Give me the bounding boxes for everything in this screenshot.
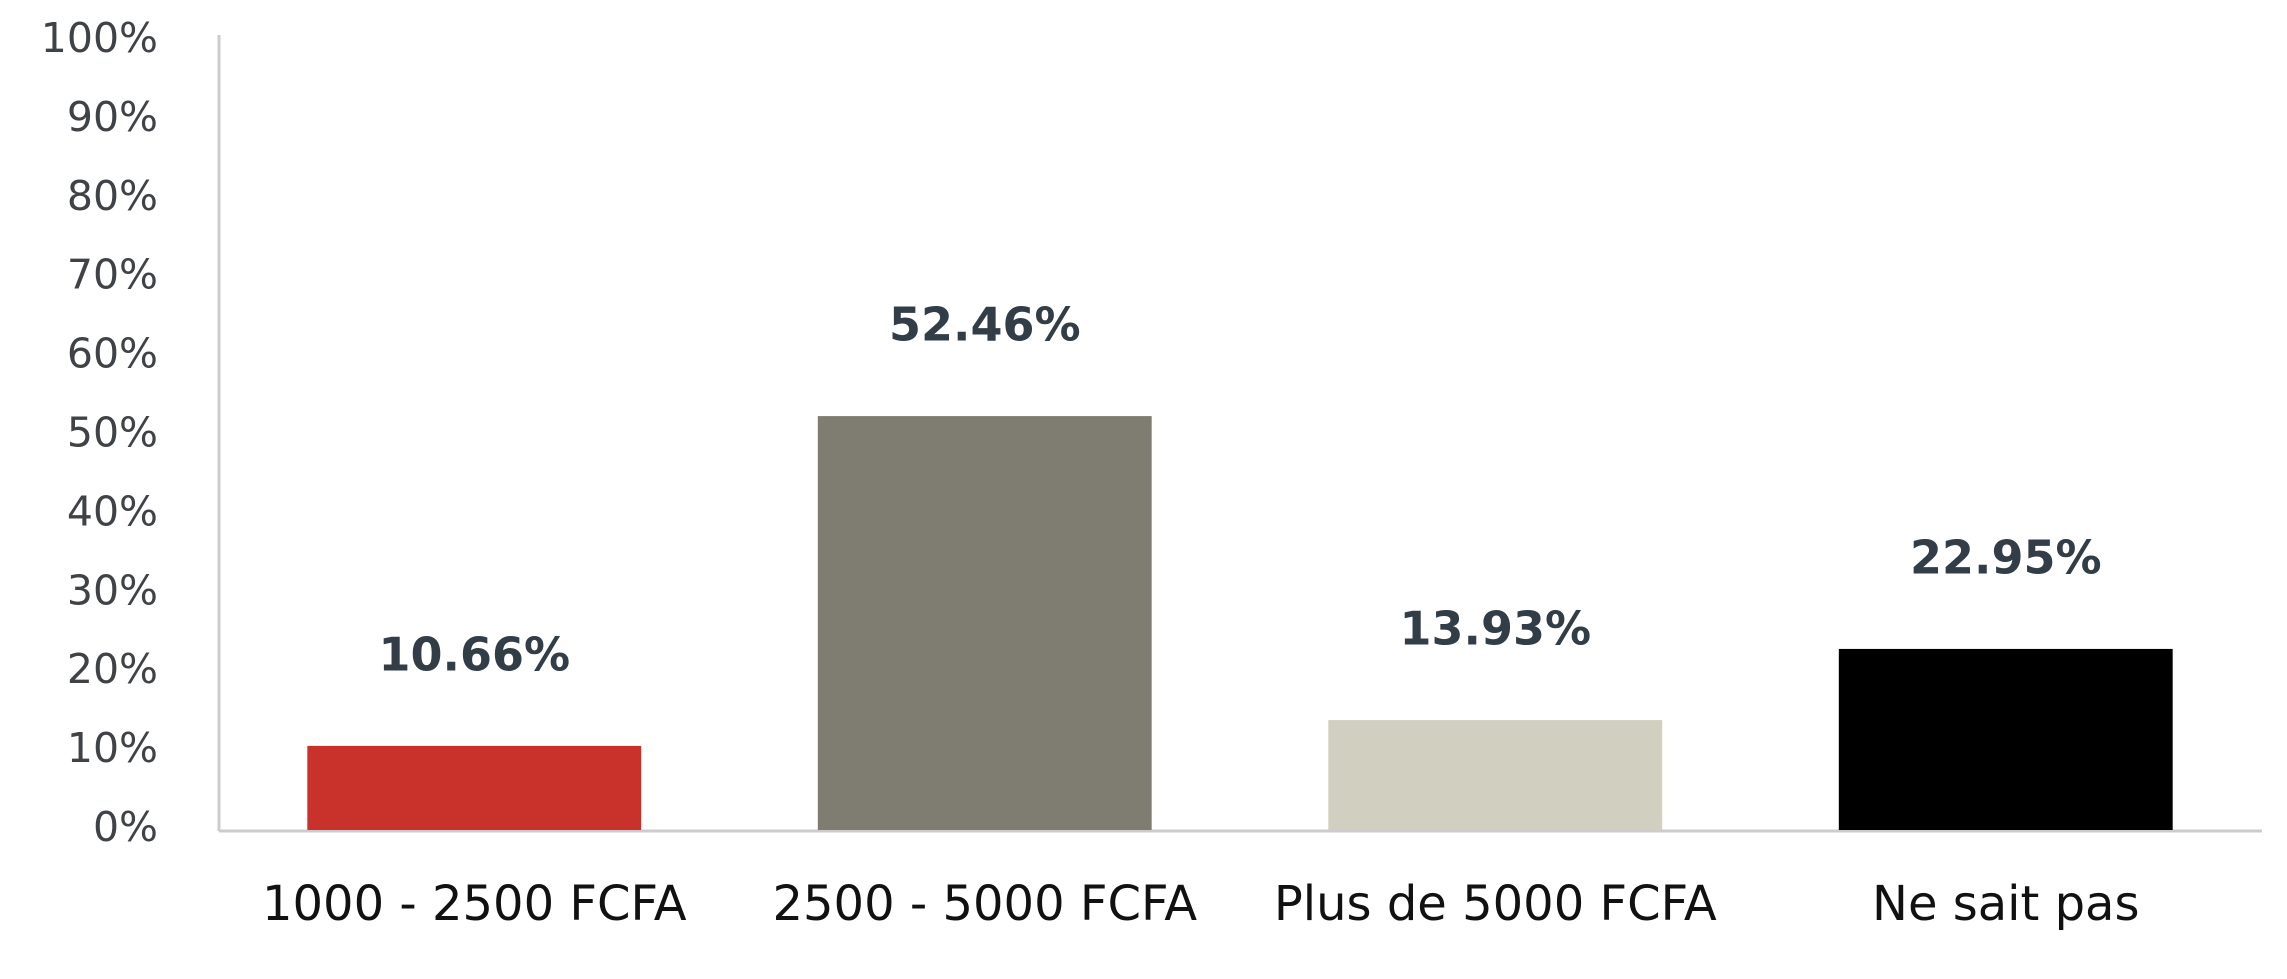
value-label: 22.95% <box>1910 530 2102 584</box>
x-tick-label: Ne sait pas <box>1872 876 2139 932</box>
bar <box>307 745 642 830</box>
value-label: 13.93% <box>1399 602 1591 656</box>
y-tick-label: 30% <box>67 566 158 614</box>
y-tick-label: 80% <box>67 172 158 220</box>
y-tick-label: 90% <box>67 93 158 141</box>
x-tick-label: Plus de 5000 FCFA <box>1274 876 1717 932</box>
y-tick-label: 100% <box>41 14 158 62</box>
x-tick-label: 2500 - 5000 FCFA <box>772 876 1197 932</box>
bar <box>1328 720 1663 830</box>
y-tick-label: 60% <box>67 330 158 378</box>
value-label: 10.66% <box>378 627 570 681</box>
y-tick-label: 50% <box>67 409 158 457</box>
y-tick-label: 20% <box>67 645 158 693</box>
y-tick-label: 10% <box>67 724 158 772</box>
x-tick-label: 1000 - 2500 FCFA <box>262 876 687 932</box>
y-tick-label: 40% <box>67 487 158 535</box>
bar <box>1838 648 2173 830</box>
value-label: 52.46% <box>889 298 1081 352</box>
bar <box>817 416 1152 830</box>
y-tick-label: 0% <box>93 803 158 851</box>
y-tick-label: 70% <box>67 251 158 299</box>
